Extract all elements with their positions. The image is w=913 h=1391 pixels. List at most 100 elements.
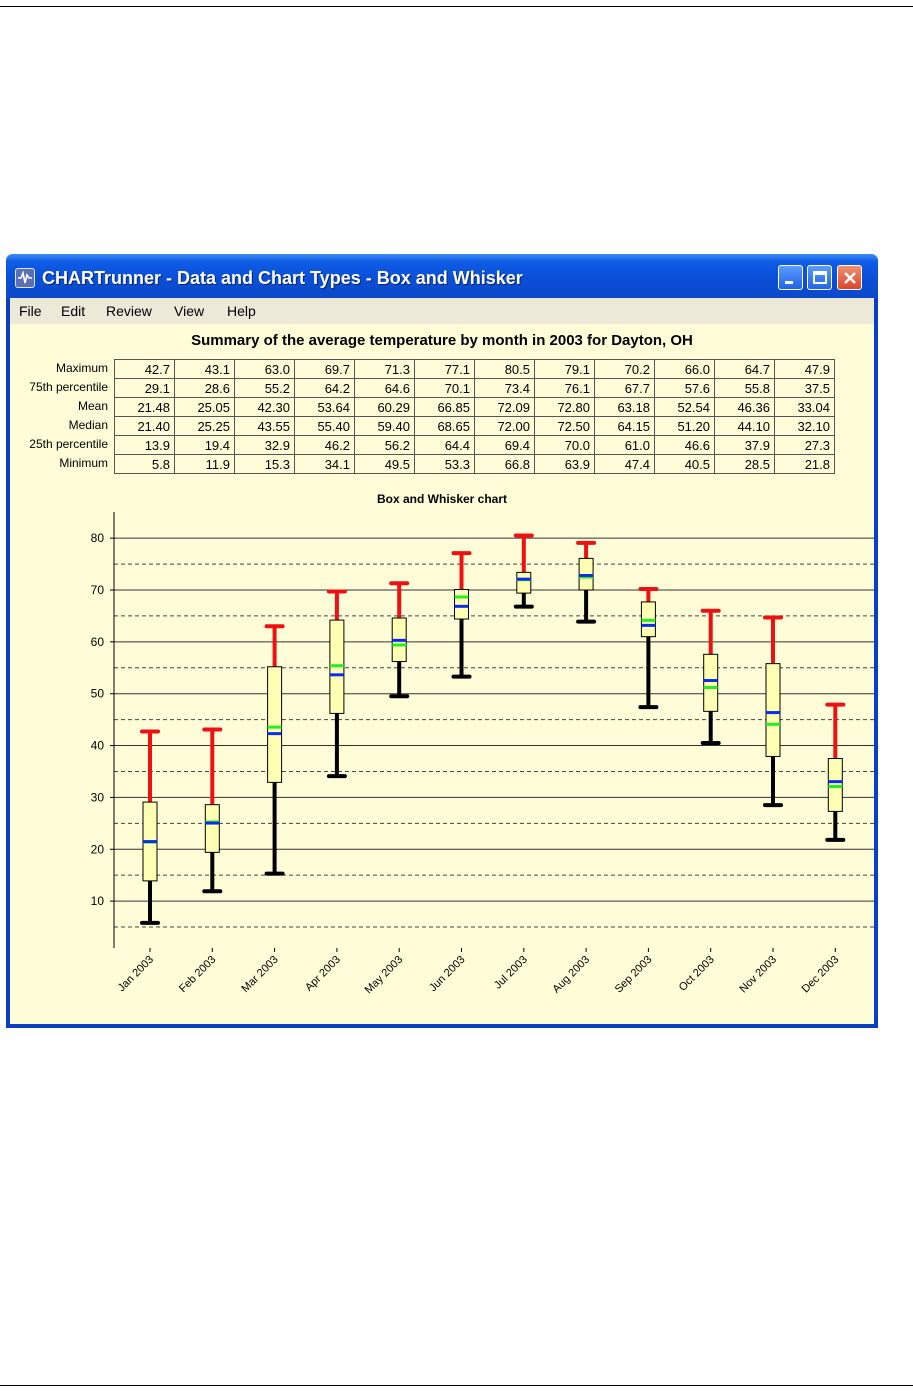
x-tick-label: Apr 2003 <box>303 954 343 994</box>
minimize-icon <box>785 281 793 284</box>
table-cell: 34.1 <box>294 454 355 474</box>
table-cell: 66.0 <box>654 359 715 379</box>
table-cell: 53.64 <box>294 397 355 417</box>
x-tick-label: Jun 2003 <box>427 954 467 994</box>
title-bar[interactable]: CHARTrunner - Data and Chart Types - Box… <box>6 254 878 298</box>
table-cell: 59.40 <box>354 416 415 436</box>
table-cell: 71.3 <box>354 359 415 379</box>
table-cell: 21.40 <box>114 416 175 436</box>
page-bottom-rule <box>0 1385 913 1386</box>
table-cell: 64.15 <box>594 416 655 436</box>
y-tick-label: 80 <box>91 531 105 545</box>
table-cell: 77.1 <box>414 359 475 379</box>
table-cell: 56.2 <box>354 435 415 455</box>
table-cell: 55.40 <box>294 416 355 436</box>
table-cell: 55.8 <box>714 378 775 398</box>
table-cell: 46.6 <box>654 435 715 455</box>
window-bottom-border <box>6 1024 878 1028</box>
table-cell: 27.3 <box>774 435 835 455</box>
table-cell: 80.5 <box>474 359 535 379</box>
window-title: CHARTrunner - Data and Chart Types - Box… <box>42 268 523 288</box>
table-cell: 52.54 <box>654 397 715 417</box>
close-button[interactable] <box>837 265 862 290</box>
table-cell: 49.5 <box>354 454 415 474</box>
y-tick-label: 10 <box>91 894 105 908</box>
table-cell: 61.0 <box>594 435 655 455</box>
page-top-rule <box>0 6 913 7</box>
table-cell: 69.7 <box>294 359 355 379</box>
table-cell: 29.1 <box>114 378 175 398</box>
chartrunner-app-icon[interactable] <box>15 268 35 288</box>
menu-view[interactable]: View <box>174 303 205 319</box>
table-row: 13.9 19.4 32.9 46.2 56.2 64.4 69.4 70.0 61.0 46.6… <box>114 435 835 455</box>
table-cell: 79.1 <box>534 359 595 379</box>
table-cell: 57.6 <box>654 378 715 398</box>
menu-file[interactable]: File <box>19 303 42 319</box>
table-cell: 32.10 <box>774 416 835 436</box>
maximize-icon <box>813 271 827 284</box>
table-cell: 64.2 <box>294 378 355 398</box>
table-cell: 60.29 <box>354 397 415 417</box>
row-label-mean: Mean <box>77 399 108 413</box>
table-cell: 37.5 <box>774 378 835 398</box>
menu-edit[interactable]: Edit <box>61 303 86 319</box>
table-cell: 55.2 <box>234 378 295 398</box>
table-row: 21.48 25.05 42.30 53.64 60.29 66.85 72.09 72.80… <box>114 397 835 417</box>
x-tick-label: Sep 2003 <box>613 954 655 996</box>
row-label-median: Median <box>68 418 108 432</box>
minimize-button[interactable] <box>778 265 803 290</box>
table-cell: 72.50 <box>534 416 595 436</box>
table-row: 5.8 11.9 15.3 34.1 49.5 53.3 66.8 63.9 47.4 40.5 2… <box>114 454 835 474</box>
table-cell: 47.9 <box>774 359 835 379</box>
box-iqr <box>827 758 843 812</box>
table-cell: 70.2 <box>594 359 655 379</box>
table-cell: 63.9 <box>534 454 595 474</box>
table-cell: 51.20 <box>654 416 715 436</box>
table-cell: 76.1 <box>534 378 595 398</box>
table-cell: 72.80 <box>534 397 595 417</box>
table-cell: 66.85 <box>414 397 475 417</box>
x-tick-label: Jul 2003 <box>492 954 530 992</box>
table-cell: 15.3 <box>234 454 295 474</box>
table-cell: 28.6 <box>174 378 235 398</box>
table-cell: 64.7 <box>714 359 775 379</box>
x-tick-label: May 2003 <box>363 954 406 997</box>
table-cell: 70.1 <box>414 378 475 398</box>
y-tick-label: 70 <box>91 583 105 597</box>
close-icon <box>844 272 856 284</box>
table-cell: 5.8 <box>114 454 175 474</box>
table-cell: 69.4 <box>474 435 535 455</box>
table-cell: 21.8 <box>774 454 835 474</box>
x-tick-label: Aug 2003 <box>550 954 592 996</box>
menu-review[interactable]: Review <box>106 303 152 319</box>
x-tick-label: Oct 2003 <box>677 954 717 994</box>
row-label-25th-percentile: 25th percentile <box>29 437 108 451</box>
menu-help[interactable]: Help <box>227 303 256 319</box>
box-whisker-chart: 10 20 30 40 50 60 70 80 Jan 2003 Feb 2003 Mar 2003… <box>91 512 874 997</box>
table-cell: 44.10 <box>714 416 775 436</box>
table-cell: 67.7 <box>594 378 655 398</box>
table-cell: 64.4 <box>414 435 475 455</box>
y-tick-label: 40 <box>91 739 105 753</box>
row-label-minimum: Minimum <box>59 456 108 470</box>
table-cell: 25.05 <box>174 397 235 417</box>
box-iqr <box>516 571 532 594</box>
table-cell: 13.9 <box>114 435 175 455</box>
y-tick-label: 20 <box>91 842 105 856</box>
table-cell: 43.55 <box>234 416 295 436</box>
box-iqr <box>765 663 781 757</box>
table-cell: 37.9 <box>714 435 775 455</box>
table-cell: 68.65 <box>414 416 475 436</box>
table-cell: 63.18 <box>594 397 655 417</box>
table-cell: 70.0 <box>534 435 595 455</box>
table-cell: 72.09 <box>474 397 535 417</box>
row-label-75th-percentile: 75th percentile <box>29 380 108 394</box>
chart-area: Summary of the average temperature by mo… <box>10 324 874 1024</box>
table-cell: 73.4 <box>474 378 535 398</box>
table-row: 21.40 25.25 43.55 55.40 59.40 68.65 72.00 72.50… <box>114 416 835 436</box>
table-cell: 21.48 <box>114 397 175 417</box>
table-cell: 43.1 <box>174 359 235 379</box>
table-cell: 46.2 <box>294 435 355 455</box>
x-tick-label: Dec 2003 <box>800 954 842 996</box>
maximize-button[interactable] <box>807 265 832 290</box>
